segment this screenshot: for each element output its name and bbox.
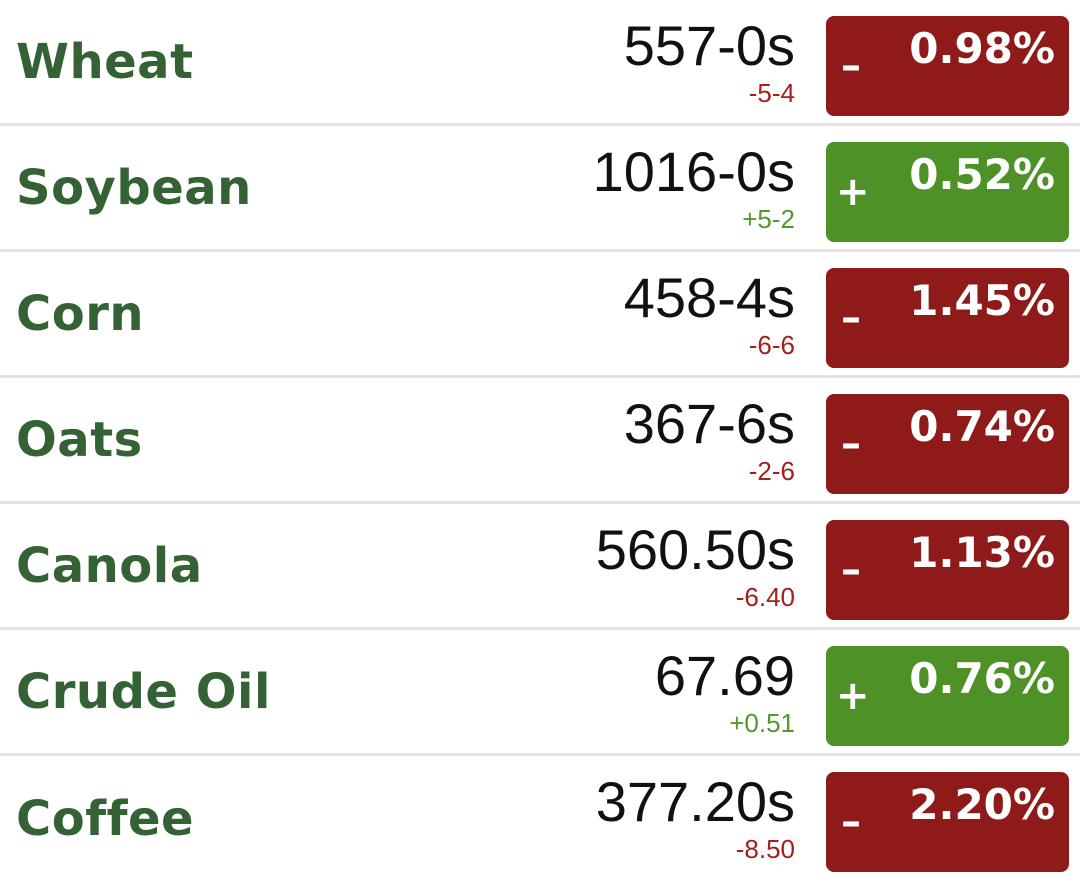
commodity-price: 557-0s [623, 14, 795, 77]
net-change: -2-6 [748, 456, 795, 486]
commodity-price: 367-6s [623, 392, 795, 455]
commodity-price: 458-4s [623, 266, 795, 329]
minus-sign-icon: – [841, 43, 861, 89]
net-change: -6-6 [748, 330, 795, 360]
minus-sign-icon: – [841, 547, 861, 593]
percent-change-badge[interactable]: + 0.52% [826, 142, 1069, 242]
minus-sign-icon: – [841, 295, 861, 341]
percent-change-value: 2.20% [909, 780, 1055, 829]
quote-row-oats[interactable]: Oats 367-6s -2-6 – 0.74% [0, 378, 1080, 504]
percent-change-value: 0.76% [909, 654, 1055, 703]
commodity-name: Corn [16, 285, 145, 342]
commodity-name: Crude Oil [16, 663, 271, 720]
commodity-name: Soybean [16, 159, 252, 216]
net-change: -6.40 [735, 582, 795, 612]
commodity-name: Wheat [16, 33, 194, 90]
quote-row-wheat[interactable]: Wheat 557-0s -5-4 – 0.98% [0, 0, 1080, 126]
percent-change-badge[interactable]: – 2.20% [826, 772, 1069, 872]
minus-sign-icon: – [841, 421, 861, 467]
percent-change-badge[interactable]: + 0.76% [826, 646, 1069, 746]
percent-change-badge[interactable]: – 0.98% [826, 16, 1069, 116]
net-change: -5-4 [748, 78, 795, 108]
minus-sign-icon: – [841, 799, 861, 845]
percent-change-badge[interactable]: – 0.74% [826, 394, 1069, 494]
percent-change-badge[interactable]: – 1.45% [826, 268, 1069, 368]
commodity-name: Oats [16, 411, 143, 468]
percent-change-value: 0.98% [909, 24, 1055, 73]
quote-row-soybean[interactable]: Soybean 1016-0s +5-2 + 0.52% [0, 126, 1080, 252]
quote-row-canola[interactable]: Canola 560.50s -6.40 – 1.13% [0, 504, 1080, 630]
percent-change-value: 1.13% [909, 528, 1055, 577]
quote-row-corn[interactable]: Corn 458-4s -6-6 – 1.45% [0, 252, 1080, 378]
plus-sign-icon: + [836, 673, 870, 719]
percent-change-badge[interactable]: – 1.13% [826, 520, 1069, 620]
commodity-price: 67.69 [654, 644, 795, 707]
net-change: +0.51 [729, 708, 795, 738]
commodity-name: Canola [16, 537, 203, 594]
plus-sign-icon: + [836, 169, 870, 215]
net-change: -8.50 [735, 834, 795, 864]
commodity-price: 377.20s [595, 770, 795, 833]
commodity-price: 560.50s [595, 518, 795, 581]
quote-row-crude-oil[interactable]: Crude Oil 67.69 +0.51 + 0.76% [0, 630, 1080, 756]
commodity-name: Coffee [16, 791, 195, 847]
percent-change-value: 0.74% [909, 402, 1055, 451]
percent-change-value: 1.45% [909, 276, 1055, 325]
net-change: +5-2 [742, 204, 795, 234]
quote-row-coffee[interactable]: Coffee 377.20s -8.50 – 2.20% [0, 756, 1080, 882]
commodity-price: 1016-0s [592, 140, 795, 203]
percent-change-value: 0.52% [909, 150, 1055, 199]
